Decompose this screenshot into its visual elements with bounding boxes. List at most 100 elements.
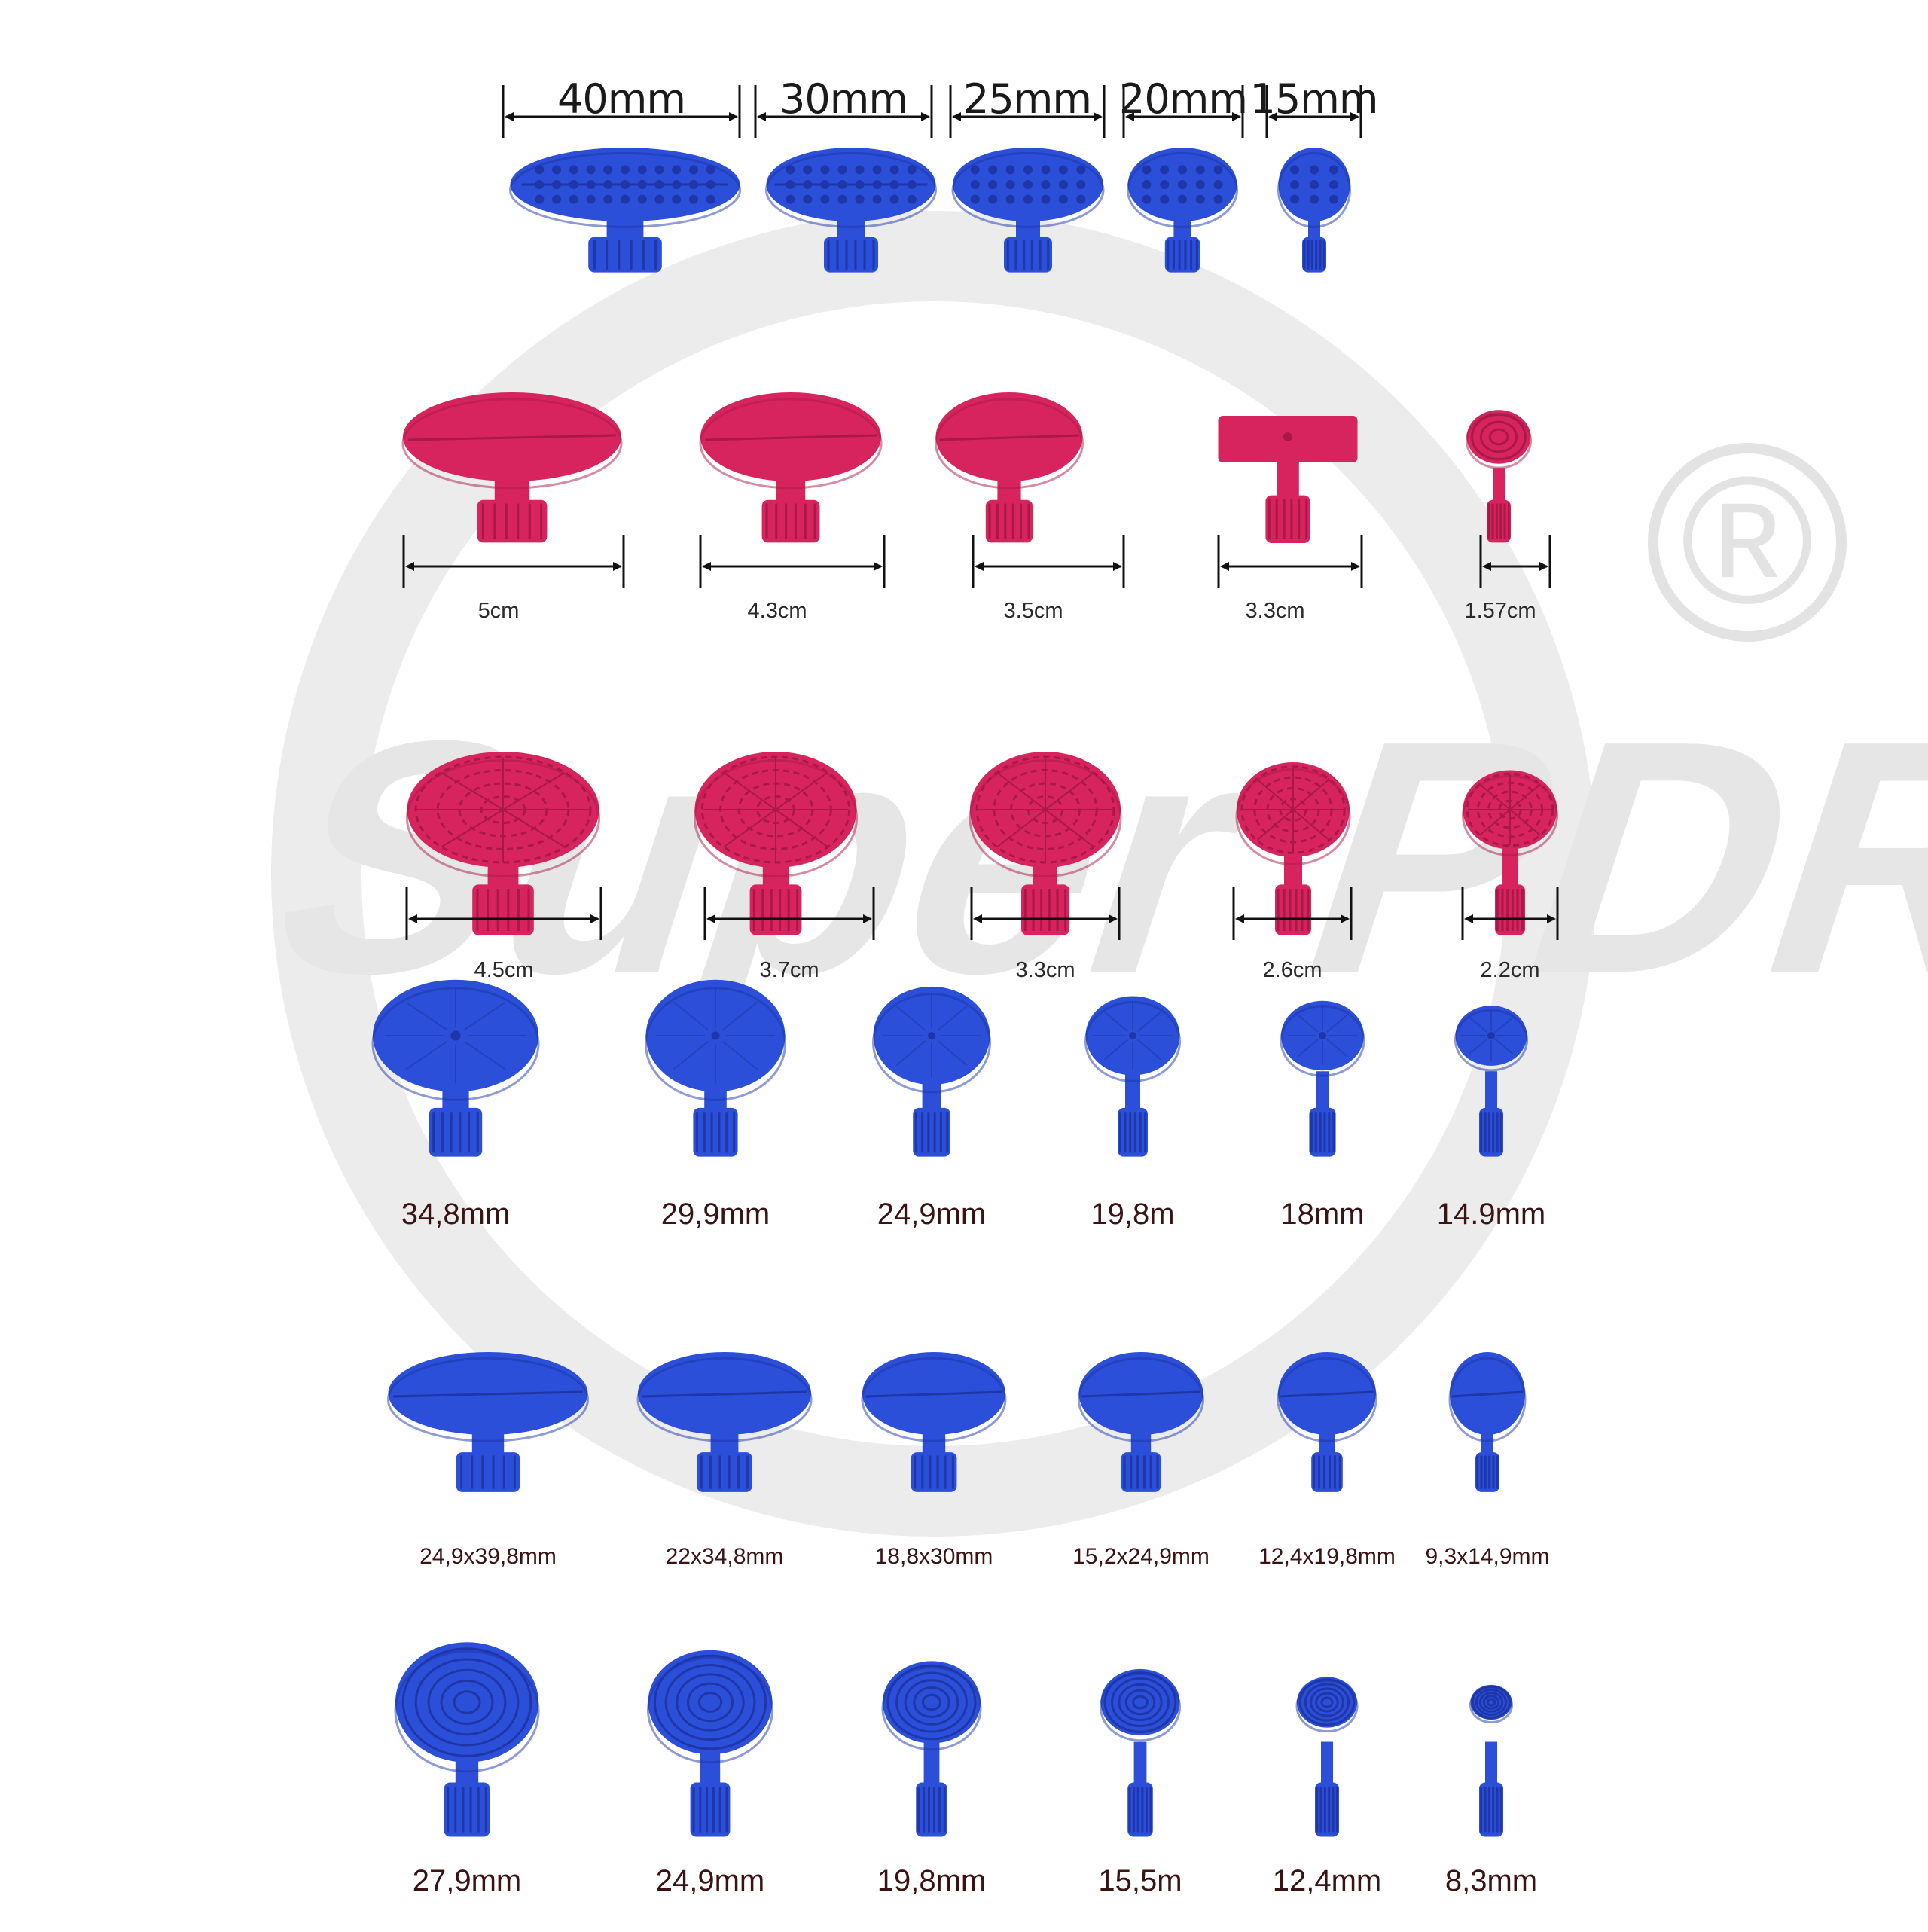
size-label: 1.57cm [1464, 599, 1536, 623]
tab-stem [749, 884, 802, 935]
size-label: 2.6cm [1262, 958, 1322, 982]
size-label: 15,5m [1098, 1864, 1182, 1897]
dimension-line [949, 85, 1106, 138]
tab-stem [444, 1782, 490, 1837]
tab-6-6 [1469, 1684, 1513, 1837]
dimension-line [1122, 85, 1244, 138]
size-label: 3.7cm [759, 958, 819, 982]
tab-stem [1315, 1782, 1339, 1837]
tab-4-4 [1084, 996, 1181, 1157]
size-label: 12,4x19,8mm [1258, 1544, 1396, 1569]
size-label: 24,9mm [655, 1864, 765, 1897]
size-label: 29,9mm [660, 1198, 770, 1231]
dimension-line [1479, 535, 1551, 588]
size-label: 24,9mm [877, 1198, 987, 1231]
tab-2-3 [935, 392, 1084, 543]
tab-1-5 [1277, 148, 1351, 273]
dimension-line [699, 535, 886, 588]
tab-stem [1127, 1782, 1153, 1837]
tab-3-5 [1462, 770, 1558, 935]
tab-1-1 [509, 148, 741, 273]
tab-neck [1133, 1741, 1147, 1792]
size-label: 25mm [963, 75, 1092, 123]
size-label: 4.3cm [747, 599, 807, 623]
tab-neck [1316, 1071, 1329, 1116]
size-label: 9,3x14,9mm [1425, 1544, 1550, 1569]
size-label: 34,8mm [401, 1198, 511, 1231]
tab-4-6 [1454, 1006, 1528, 1157]
tab-stem [1275, 884, 1311, 935]
size-label: 40mm [557, 75, 686, 123]
tab-stem [456, 1452, 520, 1492]
size-label: 4.5cm [474, 958, 534, 982]
tab-stem [1495, 884, 1525, 935]
dimension-line [1232, 887, 1353, 940]
tab-5-2 [636, 1352, 813, 1492]
size-label: 2.2cm [1480, 958, 1540, 982]
tab-stem [1265, 495, 1310, 543]
size-label: 12,4mm [1272, 1864, 1382, 1897]
dimension-line [502, 85, 741, 138]
size-label: 15,2x24,9mm [1072, 1544, 1210, 1569]
dimension-line [1217, 535, 1363, 588]
size-label: 3.3cm [1245, 599, 1305, 623]
size-label: 22x34,8mm [665, 1544, 784, 1569]
tab-neck [1493, 468, 1505, 508]
tab-stem [690, 1782, 731, 1837]
tab-neck [1321, 1741, 1333, 1792]
dimension-line [1265, 85, 1362, 138]
tab-neck [1485, 1741, 1497, 1792]
size-label: 30mm [779, 75, 908, 123]
tab-2-4 [1218, 416, 1358, 543]
tab-3-3 [969, 752, 1122, 935]
dimension-line [405, 887, 602, 940]
registered-mark: ® [1681, 439, 1814, 641]
tab-stem [985, 499, 1033, 543]
dimension-line [754, 85, 933, 138]
tab-2-2 [699, 392, 883, 543]
tab-4-5 [1280, 1000, 1365, 1157]
tab-3-1 [406, 752, 600, 935]
tab-stem [1118, 1107, 1148, 1157]
size-label: 19,8mm [877, 1864, 987, 1897]
dimension-line [402, 535, 625, 588]
size-label: 14.9mm [1436, 1198, 1546, 1231]
tab-stem [824, 237, 878, 273]
size-label: 18,8x30mm [874, 1544, 993, 1569]
dimension-line [1461, 887, 1559, 940]
tab-1-2 [765, 148, 937, 273]
dimension-line [970, 887, 1121, 940]
tab-stem [1475, 1452, 1499, 1492]
tab-stem [477, 499, 548, 543]
tab-6-5 [1295, 1677, 1359, 1837]
tab-6-2 [647, 1650, 773, 1837]
tab-4-2 [645, 979, 786, 1157]
tab-stem [1311, 1452, 1343, 1492]
tab-stem [761, 499, 820, 543]
tab-2-1 [401, 392, 623, 543]
tab-neck [1502, 847, 1518, 893]
size-label: 24,9x39,8mm [419, 1544, 557, 1569]
size-label: 3.5cm [1003, 599, 1063, 623]
tab-stem [1164, 237, 1200, 273]
tab-4-3 [872, 986, 991, 1157]
tab-stem [429, 1107, 483, 1157]
tab-stem [1121, 1452, 1161, 1492]
dimension-line [972, 535, 1125, 588]
tab-1-3 [951, 148, 1105, 273]
size-label: 8,3mm [1444, 1864, 1538, 1897]
tab-5-5 [1277, 1352, 1377, 1492]
tab-stem [1302, 237, 1326, 273]
tab-stem [1479, 1782, 1503, 1837]
tab-stem [916, 1782, 947, 1837]
tab-stem [588, 237, 662, 273]
tab-5-6 [1448, 1352, 1527, 1492]
tab-6-3 [881, 1661, 982, 1837]
tab-stem [1479, 1107, 1503, 1157]
tab-1-4 [1127, 148, 1238, 273]
size-label: 15mm [1249, 75, 1379, 123]
dimension-line [703, 887, 875, 940]
tab-5-4 [1078, 1352, 1204, 1492]
